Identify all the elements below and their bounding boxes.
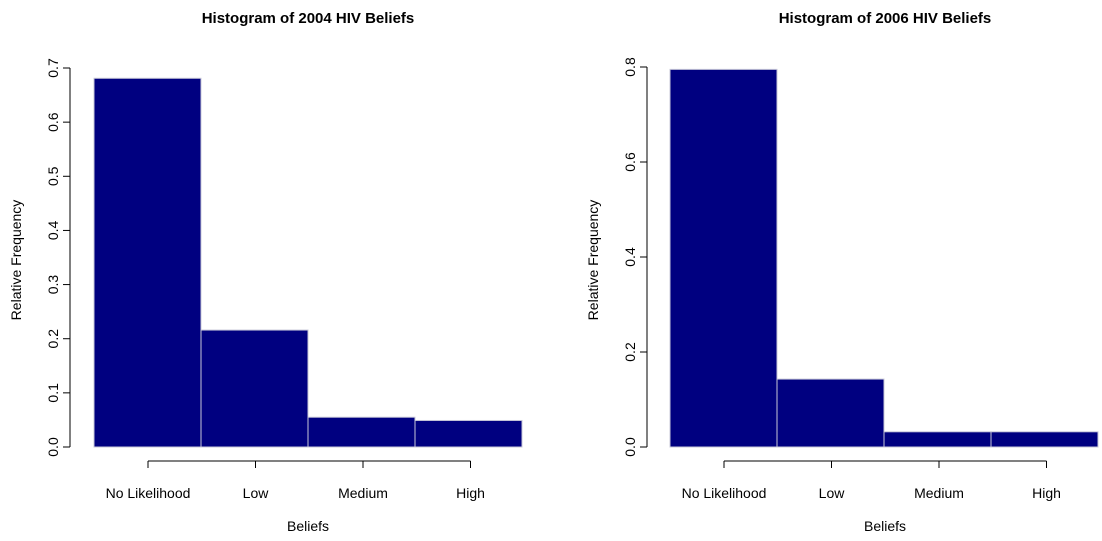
bar-medium	[883, 431, 992, 448]
y-tick-label: 0.4	[622, 247, 638, 267]
y-tick-label: 0.0	[45, 437, 61, 457]
bar-low	[776, 378, 885, 448]
x-axis-label: Beliefs	[864, 518, 906, 534]
y-tick-label: 0.5	[45, 166, 61, 186]
y-tick-label: 0.7	[45, 58, 61, 78]
y-tick-label: 0.2	[45, 329, 61, 349]
y-axis-label: Relative Frequency	[585, 200, 601, 321]
y-tick-label: 0.6	[622, 152, 638, 172]
x-tick-label: High	[1032, 485, 1061, 501]
x-tick-label: Low	[819, 485, 846, 501]
x-tick-label: No Likelihood	[682, 485, 767, 501]
y-axis: 0.0 0.1 0.2 0.3 0.4 0.5 0.6 0.7	[45, 58, 71, 457]
bars-group	[93, 77, 523, 448]
bar-high	[414, 419, 523, 448]
y-tick-label: 0.0	[622, 437, 638, 457]
y-tick-label: 0.1	[45, 383, 61, 403]
x-tick-label: No Likelihood	[106, 485, 191, 501]
x-tick-label: High	[456, 485, 485, 501]
x-axis-label: Beliefs	[287, 518, 329, 534]
y-tick-label: 0.4	[45, 220, 61, 240]
bar-no-likelihood	[669, 68, 778, 448]
bar-low	[200, 329, 309, 448]
histogram-2004-panel: Histogram of 2004 HIV Beliefs Relative F…	[8, 10, 523, 534]
bar-medium	[307, 416, 416, 448]
x-tick-label: Medium	[338, 485, 388, 501]
x-tick-label: Medium	[914, 485, 964, 501]
bars-group	[669, 68, 1099, 448]
x-tick-label: Low	[243, 485, 270, 501]
y-axis: 0.0 0.2 0.4 0.6 0.8	[622, 57, 648, 457]
bar-high	[990, 431, 1099, 448]
y-tick-label: 0.3	[45, 275, 61, 295]
y-tick-label: 0.6	[45, 112, 61, 132]
x-axis: No Likelihood Low Medium High	[106, 460, 485, 501]
y-axis-label: Relative Frequency	[8, 200, 24, 321]
bar-no-likelihood	[93, 77, 202, 448]
chart-title: Histogram of 2004 HIV Beliefs	[202, 10, 415, 27]
chart-title: Histogram of 2006 HIV Beliefs	[779, 10, 992, 27]
x-axis: No Likelihood Low Medium High	[682, 460, 1061, 501]
y-tick-label: 0.8	[622, 57, 638, 77]
y-tick-label: 0.2	[622, 342, 638, 362]
histogram-2006-panel: Histogram of 2006 HIV Beliefs Relative F…	[585, 10, 1099, 534]
